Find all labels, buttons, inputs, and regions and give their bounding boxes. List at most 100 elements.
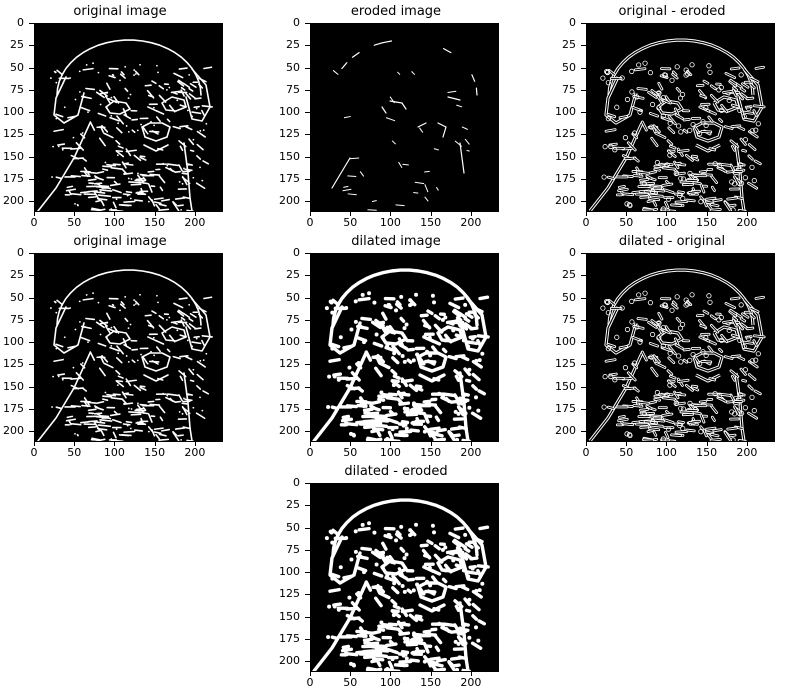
speckle-dot — [63, 106, 66, 109]
speckle-ring — [605, 310, 611, 316]
fur-stroke — [193, 335, 200, 339]
y-tick-label: 100 — [279, 565, 300, 579]
speckle-dot — [414, 292, 419, 297]
speckle-ring — [660, 343, 666, 349]
fur-stroke — [95, 429, 102, 433]
fur-hollow — [688, 191, 695, 194]
speckle-dot — [147, 430, 150, 433]
y-tick-label: 75 — [10, 82, 24, 96]
fur-stroke — [107, 97, 118, 104]
fur-stroke — [447, 430, 457, 442]
fur-stroke — [57, 373, 66, 376]
fur-stroke — [98, 367, 106, 377]
eroded-fragment — [349, 157, 360, 160]
y-tick-mark — [305, 572, 310, 574]
subplot-title: eroded image — [350, 4, 442, 19]
speckle-ring — [659, 162, 665, 168]
x-tick-mark — [390, 672, 392, 676]
fur-stroke — [189, 379, 195, 382]
speckle-dot — [353, 529, 358, 534]
fur-hollow — [607, 406, 614, 409]
speckle-ring — [629, 319, 635, 325]
y-tick-label: 75 — [286, 542, 300, 556]
speckle-dot — [470, 336, 475, 341]
fur-hollow — [699, 336, 710, 342]
fur-stroke — [188, 323, 197, 330]
fur-stroke — [113, 325, 120, 334]
speckle-ring — [667, 382, 673, 388]
fur-hollow — [691, 156, 699, 161]
fur-hollow — [667, 140, 673, 145]
fur-stroke — [103, 362, 114, 369]
speckle-dot — [139, 293, 141, 296]
speckle-dot — [199, 396, 201, 399]
fur-hollow — [731, 125, 741, 128]
speckle-ring — [683, 297, 689, 303]
fur-hollow — [710, 208, 721, 211]
y-tick-mark — [305, 409, 310, 410]
fur-hollow — [658, 394, 668, 397]
eroded-fragment — [385, 117, 396, 122]
speckle-ring — [680, 406, 687, 412]
fur-hollow — [711, 416, 715, 421]
edge-curve — [141, 122, 171, 142]
fur-stroke — [67, 345, 76, 349]
speckle-ring — [753, 127, 759, 133]
fur-stroke — [96, 427, 108, 431]
fur-stroke — [111, 189, 122, 194]
speckle-dot — [432, 530, 437, 535]
fur-hollow — [675, 423, 683, 426]
speckle-ring — [614, 334, 620, 340]
x-tick-mark — [154, 212, 156, 216]
speckle-dot — [133, 74, 135, 76]
speckle-dot — [457, 626, 462, 631]
fur-hollow — [750, 307, 759, 313]
fur-hollow — [675, 431, 688, 433]
eroded-fragment — [397, 71, 401, 76]
eroded-fragment — [464, 138, 470, 145]
y-tick-mark — [305, 275, 310, 277]
speckle-dot — [474, 588, 479, 593]
speckle-dot — [176, 329, 179, 332]
y-tick-mark — [305, 134, 310, 136]
fur-hollow — [730, 394, 735, 402]
speckle-ring — [667, 120, 673, 126]
fur-hollow — [649, 424, 663, 427]
fur-stroke — [423, 642, 430, 654]
speckle-dot — [466, 344, 471, 349]
speckle-dot — [329, 300, 334, 305]
speckle-dot — [49, 77, 52, 79]
speckle-dot — [51, 406, 53, 408]
fur-hollow — [672, 71, 677, 76]
fur-hollow — [753, 340, 757, 346]
fur-hollow — [729, 204, 736, 207]
fur-hollow — [723, 320, 733, 323]
fur-stroke — [102, 398, 109, 402]
x-tick-label: 50 — [67, 446, 82, 459]
speckle-dot — [180, 208, 182, 211]
x-tick-label: 100 — [379, 446, 401, 459]
fur-stroke — [201, 109, 206, 117]
fur-stroke — [105, 312, 111, 320]
y-tick-label: 175 — [3, 402, 24, 415]
fur-stroke — [87, 408, 97, 412]
fur-hollow — [654, 168, 661, 171]
image-plot-area — [34, 253, 223, 442]
speckle-dot — [380, 335, 385, 340]
fur-stroke — [95, 199, 102, 203]
fur-hollow — [649, 428, 660, 431]
speckle-dot — [330, 540, 335, 545]
fur-hollow — [724, 126, 733, 130]
x-tick-label: 150 — [696, 446, 718, 459]
y-tick-label: 150 — [555, 149, 576, 163]
speckle-dot — [126, 424, 129, 427]
y-tick-label: 100 — [555, 335, 576, 349]
speckle-ring — [677, 422, 683, 429]
x-tick-label: 200 — [184, 216, 206, 229]
fur-hollow — [665, 326, 672, 334]
edges-edges — [37, 269, 213, 442]
fur-stroke — [82, 67, 94, 71]
fur-hollow — [651, 137, 658, 147]
x-tick-label: 100 — [103, 216, 125, 229]
speckle-ring — [726, 97, 732, 103]
